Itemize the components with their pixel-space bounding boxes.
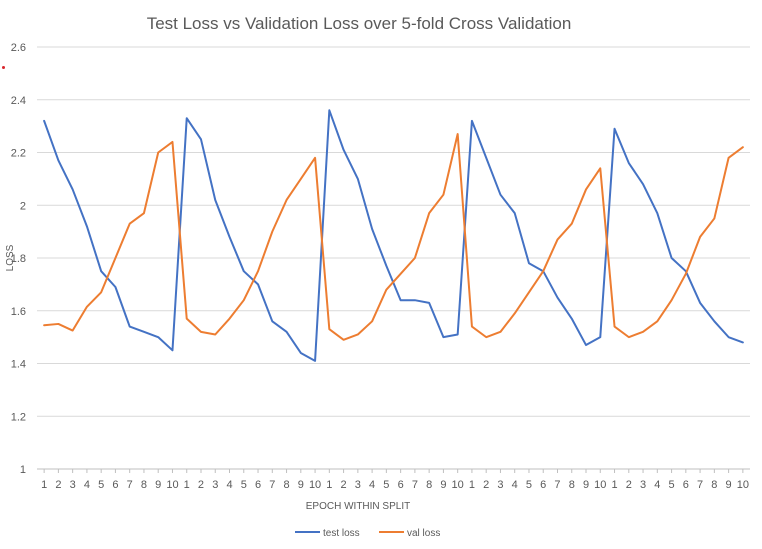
x-tick-label: 7: [554, 479, 560, 491]
series-line-test-loss: [43, 109, 744, 362]
x-tick-label: 4: [369, 479, 375, 491]
x-tick-label: 2: [483, 479, 489, 491]
x-tick-label: 3: [70, 479, 76, 491]
x-tick-label: 2: [198, 479, 204, 491]
x-axis-ticks: 1 2 3 4 5 6 7 8 9 10 1 2 3 4 5 6 7 8 9 10 1 2 3 4 5 6 7 8 9 10 1 2 3 4 5 6 7…: [41, 469, 749, 491]
y-tick-label: 1: [20, 464, 26, 476]
x-tick-label: 2: [626, 479, 632, 491]
x-tick-label: 2: [55, 479, 61, 491]
x-tick-label: 8: [283, 479, 289, 491]
x-tick-label: 8: [426, 479, 432, 491]
legend: test loss val loss: [295, 528, 440, 539]
x-tick-label: 4: [654, 479, 660, 491]
x-tick-label: 10: [166, 479, 178, 491]
x-tick-label: 9: [583, 479, 589, 491]
x-tick-label: 5: [98, 479, 104, 491]
y-tick-label: 2: [20, 200, 26, 212]
y-tick-label: 1.4: [11, 359, 26, 371]
x-tick-label: 5: [669, 479, 675, 491]
y-tick-label: 2.4: [11, 95, 26, 107]
x-tick-label: 2: [341, 479, 347, 491]
x-tick-label: 3: [212, 479, 218, 491]
x-tick-label: 3: [355, 479, 361, 491]
chart-title: Test Loss vs Validation Loss over 5-fold…: [147, 14, 572, 33]
y-axis-ticks: 1 1.2 1.4 1.6 1.8 2 2.2 2.4 2.6: [11, 42, 26, 476]
x-tick-label: 3: [640, 479, 646, 491]
y-axis-title: LOSS: [5, 244, 16, 271]
x-tick-label: 4: [226, 479, 232, 491]
x-tick-label: 1: [611, 479, 617, 491]
x-tick-label: 10: [309, 479, 321, 491]
x-tick-label: 5: [526, 479, 532, 491]
y-tick-label: 1.6: [11, 306, 26, 318]
x-tick-label: 8: [711, 479, 717, 491]
x-tick-label: 8: [569, 479, 575, 491]
x-tick-label: 9: [726, 479, 732, 491]
x-tick-label: 8: [141, 479, 147, 491]
series-lines: [43, 109, 744, 362]
x-tick-label: 9: [440, 479, 446, 491]
marker-dot: [2, 66, 5, 69]
x-tick-label: 10: [594, 479, 606, 491]
x-tick-label: 5: [241, 479, 247, 491]
x-axis-title: EPOCH WITHIN SPLIT: [306, 501, 410, 512]
x-tick-label: 5: [383, 479, 389, 491]
y-tick-label: 2.6: [11, 42, 26, 54]
y-tick-label: 1.2: [11, 411, 26, 423]
x-tick-label: 7: [127, 479, 133, 491]
x-tick-label: 4: [84, 479, 90, 491]
gridlines: [37, 46, 750, 470]
x-tick-label: 7: [697, 479, 703, 491]
x-tick-label: 1: [41, 479, 47, 491]
legend-label-val-loss: val loss: [407, 528, 440, 539]
x-tick-label: 9: [298, 479, 304, 491]
x-tick-label: 6: [683, 479, 689, 491]
x-tick-label: 7: [412, 479, 418, 491]
series-line-val-loss: [43, 133, 744, 341]
x-tick-label: 1: [326, 479, 332, 491]
x-tick-label: 4: [512, 479, 518, 491]
x-tick-label: 6: [255, 479, 261, 491]
x-tick-label: 7: [269, 479, 275, 491]
x-tick-label: 3: [497, 479, 503, 491]
y-tick-label: 1.8: [11, 253, 26, 265]
legend-label-test-loss: test loss: [323, 528, 360, 539]
x-tick-label: 9: [155, 479, 161, 491]
x-tick-label: 10: [737, 479, 749, 491]
x-tick-label: 6: [112, 479, 118, 491]
y-tick-label: 2.2: [11, 148, 26, 160]
x-tick-label: 1: [469, 479, 475, 491]
x-tick-label: 10: [452, 479, 464, 491]
x-tick-label: 1: [184, 479, 190, 491]
x-tick-label: 6: [398, 479, 404, 491]
x-tick-label: 6: [540, 479, 546, 491]
